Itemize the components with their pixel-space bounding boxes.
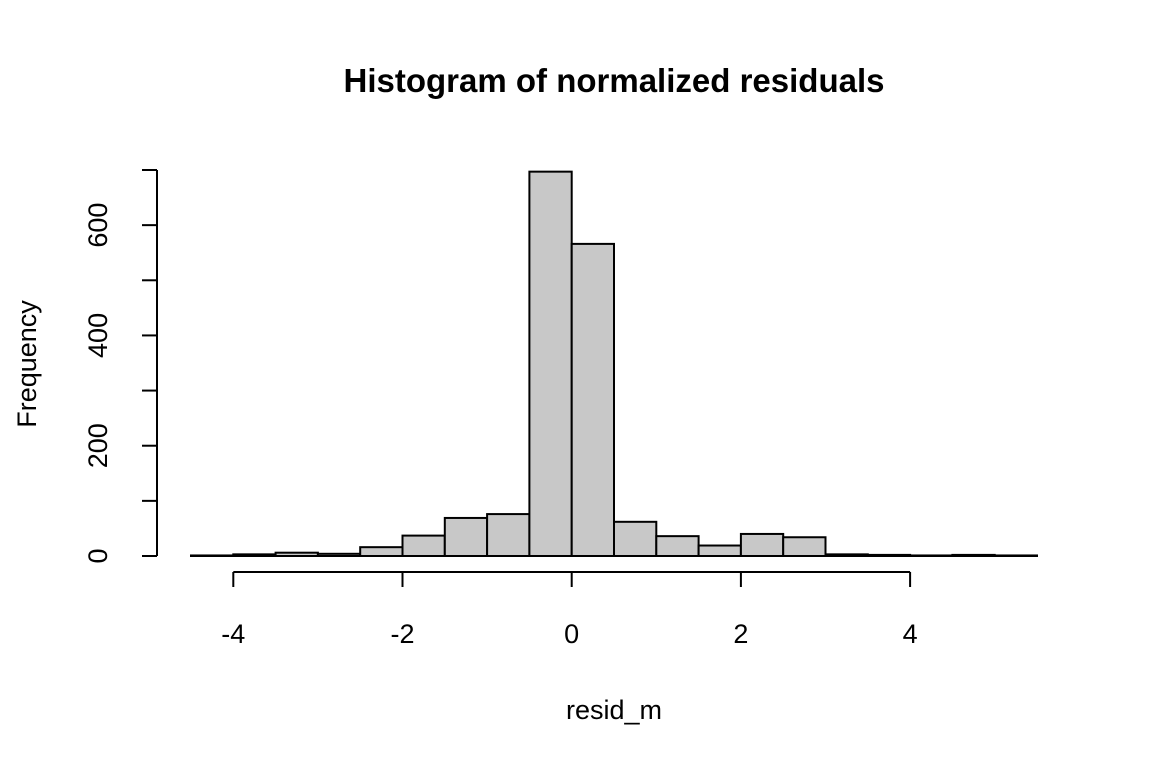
- y-tick-label: 600: [83, 203, 113, 248]
- y-axis-label: Frequency: [12, 300, 42, 428]
- y-tick-label: 400: [83, 313, 113, 358]
- y-axis: 0 200 400 600: [83, 169, 158, 564]
- x-tick-label: -4: [221, 619, 245, 649]
- histogram-bar-19: [993, 554, 1039, 557]
- y-tick-label: 200: [83, 423, 113, 468]
- histogram-bar-0: [190, 554, 235, 557]
- histogram-bar-11: [655, 535, 700, 557]
- histogram-bar-16: [866, 553, 912, 558]
- histogram-bar-2: [274, 551, 319, 557]
- bars-group: [190, 170, 1039, 558]
- histogram-bar-10: [613, 520, 658, 557]
- x-tick-label: 0: [564, 619, 579, 649]
- chart-title: Histogram of normalized residuals: [344, 62, 885, 99]
- x-axis-label: resid_m: [566, 695, 662, 725]
- histogram-bar-6: [443, 516, 489, 557]
- histogram-bar-7: [486, 513, 531, 558]
- histogram-bar-3: [316, 552, 362, 558]
- histogram-bar-8: [528, 170, 573, 557]
- histogram-bar-1: [232, 553, 277, 557]
- x-tick-label: 4: [903, 619, 918, 649]
- histogram-bar-5: [401, 534, 446, 558]
- histogram-bar-13: [739, 532, 785, 558]
- x-tick-label: 2: [733, 619, 748, 649]
- histogram-bar-9: [570, 242, 616, 558]
- histogram-bar-14: [782, 536, 827, 557]
- histogram-bar-4: [359, 546, 404, 557]
- x-axis: -4 -2 0 2 4: [221, 571, 918, 649]
- y-tick-label: 0: [83, 548, 113, 563]
- histogram-bar-18: [951, 553, 996, 558]
- histogram-bar-17: [909, 554, 954, 557]
- histogram-bar-15: [824, 553, 869, 557]
- histogram-bar-12: [697, 544, 742, 557]
- x-tick-label: -2: [390, 619, 414, 649]
